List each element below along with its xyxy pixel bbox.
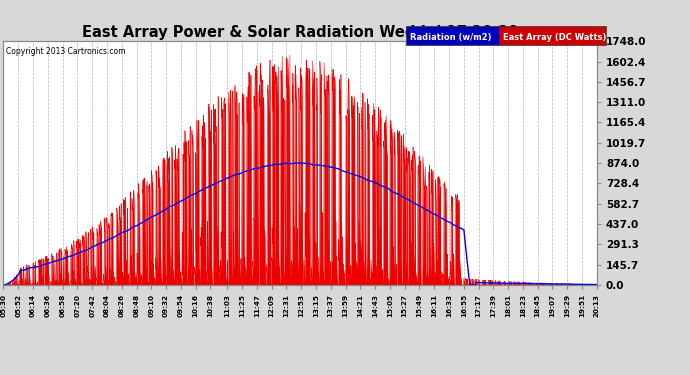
Text: Copyright 2013 Cartronics.com: Copyright 2013 Cartronics.com xyxy=(6,47,125,56)
Text: Radiation (w/m2): Radiation (w/m2) xyxy=(410,33,491,42)
Text: East Array (DC Watts): East Array (DC Watts) xyxy=(503,33,607,42)
Title: East Array Power & Solar Radiation Wed Jul 17 20:29: East Array Power & Solar Radiation Wed J… xyxy=(82,25,518,40)
